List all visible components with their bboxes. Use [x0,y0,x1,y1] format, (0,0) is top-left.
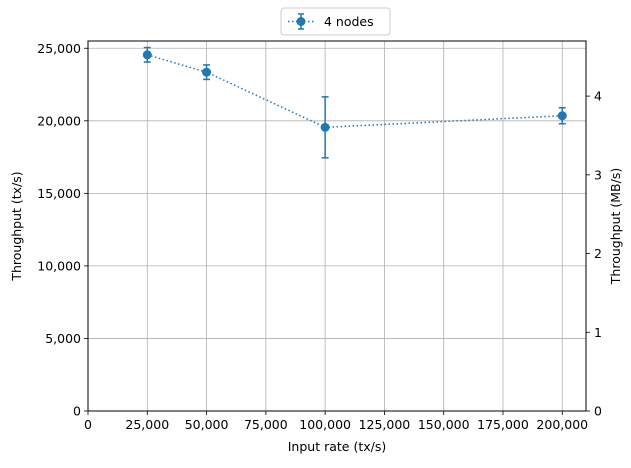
y2-tick-label: 0 [594,404,602,419]
x-tick-label: 150,000 [418,417,470,432]
legend-marker [296,17,306,26]
x-tick-label: 25,000 [125,417,169,432]
y-tick-label: 0 [73,404,81,419]
grid-layer [87,41,586,412]
x-tick-label: 0 [84,417,92,432]
legend-label: 4 nodes [324,14,374,29]
y-tick-label: 25,000 [37,41,81,56]
x-tick-label: 75,000 [244,417,288,432]
y-tick-label: 15,000 [37,186,81,201]
y-tick-label: 10,000 [37,258,81,273]
x-axis-ticks: 0 25,000 50,000 75,000 100,000 125,000 150,000… [84,411,588,432]
legend-box [280,7,391,36]
legend: 4 nodes [280,7,391,36]
y-tick-label: 5,000 [45,331,81,346]
y-axis-label: Throughput (tx/s) [9,171,24,281]
y2-axis-ticks: 0 1 2 3 4 [586,89,602,419]
x-axis-label: Input rate (tx/s) [288,439,386,454]
y2-tick-label: 4 [594,89,602,104]
y2-tick-label: 3 [594,167,602,182]
y-axis-ticks: 0 5,000 10,000 15,000 20,000 25,000 [37,41,88,419]
y2-tick-label: 1 [594,325,602,340]
y2-tick-label: 2 [594,246,602,261]
data-point [202,67,212,77]
data-point [557,111,567,121]
x-tick-label: 100,000 [299,417,351,432]
x-tick-label: 175,000 [477,417,529,432]
y-tick-label: 20,000 [37,113,81,128]
plot-frame [87,40,587,412]
series-layer [142,46,567,159]
x-tick-label: 200,000 [536,417,588,432]
data-point [142,50,152,60]
data-point [320,122,330,132]
x-tick-label: 125,000 [359,417,411,432]
y2-axis-label: Throughput (MB/s) [608,168,623,285]
x-tick-label: 50,000 [185,417,229,432]
